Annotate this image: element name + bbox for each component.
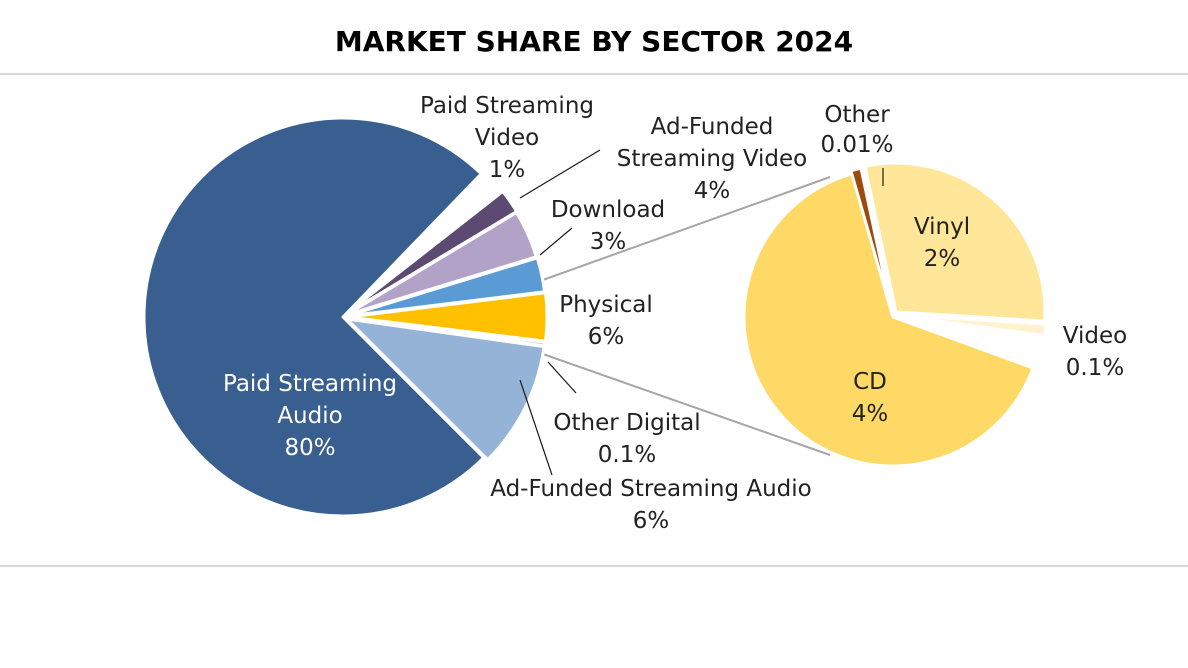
slice-value-label: 2% [924,246,961,272]
slice-label-line: Other Digital [553,410,700,436]
slice-label-other: Other 0.01% [820,102,893,158]
slice-label-line: Download [551,197,665,223]
slice-label-line: CD [853,369,887,395]
leader-line-paid-streaming-video [519,149,601,199]
slice-label-line: Other [824,102,890,128]
breakout-slice-other [849,166,894,316]
slice-label-ad-funded-streaming-audio: Ad-Funded Streaming Audio 6% [490,476,811,534]
slice-label-video: Video 0.1% [1063,323,1127,381]
leader-line-ad-funded-streaming-audio [519,379,553,476]
slice-label-paid-streaming-audio: Paid Streaming Audio 80% [223,371,397,461]
slice-value-label: 0.01% [820,132,893,158]
slice-value-label: 3% [590,229,627,255]
slice-label-line: Paid Streaming [223,371,397,397]
slice-label-line: Ad-Funded [651,114,774,140]
slice-value-label: 80% [284,435,335,461]
breakout-connector-top [539,176,831,282]
slice-label-line: Ad-Funded Streaming Audio [490,476,811,502]
slice-value-label: 1% [489,157,526,183]
slice-value-label: 4% [694,178,731,204]
pie-slice-paid-streaming-audio [142,116,486,518]
slice-label-download: Download 3% [551,197,665,255]
main-pie [142,116,549,518]
leader-line-other-digital [547,361,577,394]
slice-label-line: Video [475,125,539,151]
slice-value-label: 4% [852,401,889,427]
breakout-slice-video [895,313,1048,338]
slice-value-label: 6% [588,324,625,350]
slice-label-other-digital: Other Digital 0.1% [553,410,700,468]
slice-label-line: Audio [277,403,342,429]
slice-label-line: Streaming Video [617,146,808,172]
slice-label-cd: CD 4% [852,369,889,427]
slice-value-label: 0.1% [1066,355,1124,381]
slice-label-ad-funded-streaming-video: Ad-Funded Streaming Video 4% [617,114,808,204]
slice-label-line: Paid Streaming [420,93,594,119]
slice-label-vinyl: Vinyl 2% [914,214,970,272]
slice-label-paid-streaming-video: Paid Streaming Video 1% [420,93,594,183]
slice-label-line: Video [1063,323,1127,349]
chart-title: MARKET SHARE BY SECTOR 2024 [335,25,853,58]
slice-label-line: Physical [559,292,653,318]
breakout-slice-vinyl [863,161,1047,323]
breakout-slice-cd [742,172,1035,468]
breakout-pie [742,161,1048,468]
leader-line-download [539,227,573,256]
slice-label-line: Vinyl [914,214,970,240]
slice-label-physical: Physical 6% [559,292,653,350]
breakout-connector-bottom [539,352,831,456]
pie-slice-ad-funded-streaming-audio [345,317,546,462]
slice-value-label: 6% [633,508,670,534]
slice-value-label: 0.1% [598,442,656,468]
